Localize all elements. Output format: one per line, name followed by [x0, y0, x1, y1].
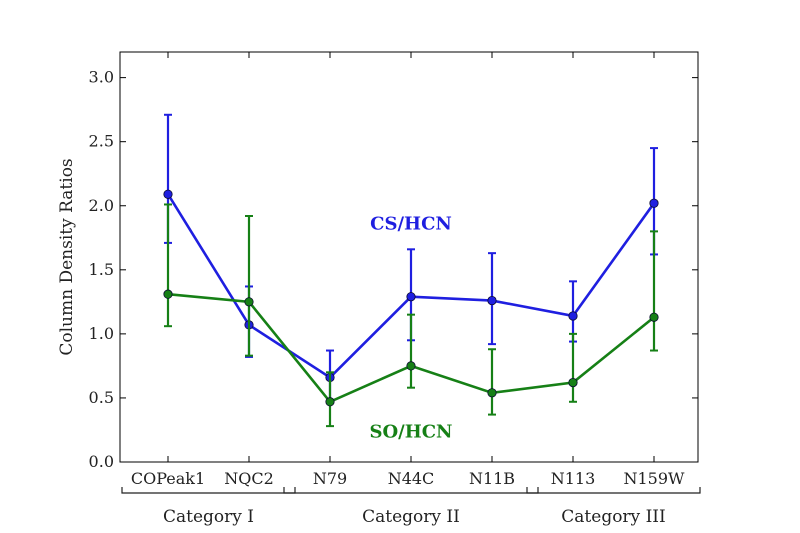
y-tick-label: 3.0: [89, 68, 114, 87]
axis-layer: 0.0 0.5 1.0 1.5 2.0 2.5 3.0 COPeak1 NQC2 N79 N44C N…: [89, 52, 698, 488]
data-point: [406, 361, 416, 371]
data-point: [487, 295, 497, 306]
x-tick-label: NQC2: [224, 469, 274, 488]
annotation-layer: CS/HCN SO/HCN: [369, 214, 452, 443]
data-point: [568, 311, 578, 321]
x-tick-label: N11B: [469, 469, 515, 488]
category-groups: Category I Category II Category III: [121, 487, 701, 527]
series-annotation: SO/HCN: [369, 421, 452, 442]
y-tick-label: 1.5: [89, 260, 114, 279]
y-tick-label: 1.0: [89, 324, 114, 343]
y-tick-label: 2.0: [89, 196, 114, 215]
data-point: [568, 377, 578, 388]
data-point: [487, 388, 497, 398]
group-label: Category III: [561, 507, 665, 527]
x-tick-label: N113: [551, 469, 596, 488]
data-point: [406, 292, 416, 302]
data-point: [325, 397, 335, 407]
y-tick-label: 0.5: [89, 388, 114, 407]
data-point: [163, 289, 173, 299]
x-tick-label: COPeak1: [131, 469, 205, 488]
series-annotation: CS/HCN: [370, 214, 452, 235]
y-tick-label: 0.0: [89, 452, 114, 471]
group-bracket: [283, 487, 539, 494]
group-label: Category II: [362, 507, 460, 527]
data-point: [649, 312, 659, 322]
marks-layer: [163, 113, 659, 428]
y-tick-label: 2.5: [89, 132, 114, 151]
y-axis-label: Column Density Ratios: [57, 158, 77, 355]
x-tick-label: N159W: [624, 469, 686, 488]
data-point: [649, 198, 659, 208]
group-label: Category I: [163, 507, 254, 527]
group-bracket: [121, 487, 296, 494]
series-1: [163, 203, 659, 428]
x-tick-label: N44C: [388, 469, 435, 488]
x-tick-label: N79: [313, 469, 347, 488]
plot-frame: [119, 51, 699, 463]
group-bracket: [526, 487, 701, 494]
data-point: [244, 297, 254, 307]
data-point: [163, 189, 173, 199]
